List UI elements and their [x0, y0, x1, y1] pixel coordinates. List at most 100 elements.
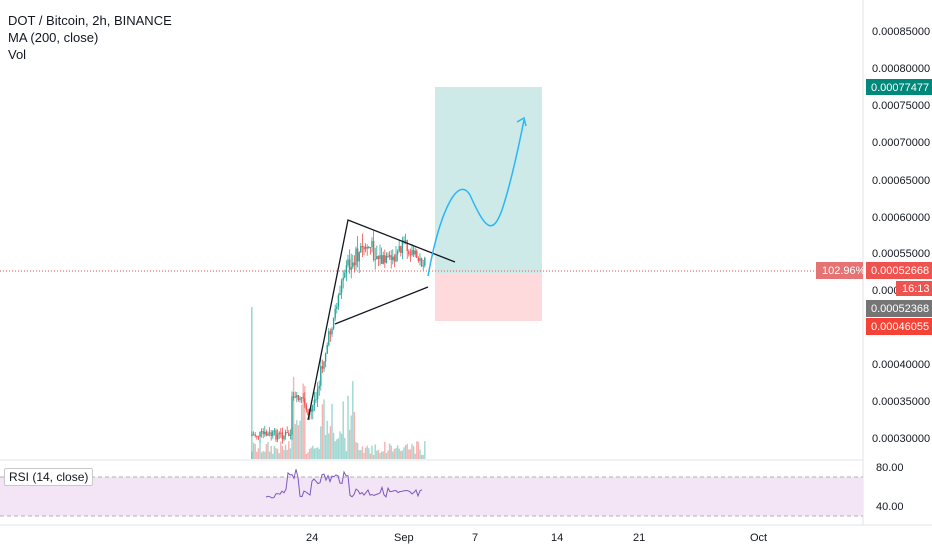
volume-bar	[276, 448, 279, 459]
volume-bar	[406, 443, 408, 459]
volume-bar	[412, 446, 415, 459]
candle-body	[288, 432, 290, 436]
candle-body	[252, 434, 255, 436]
volume-bar	[323, 399, 325, 459]
candle-body	[390, 255, 392, 260]
volume-bar	[310, 447, 312, 459]
candle-body	[294, 396, 296, 398]
volume-bar	[387, 450, 389, 459]
candle-body	[312, 405, 314, 412]
candle-body	[368, 246, 370, 249]
volume-bar	[318, 448, 320, 459]
rsi-legend[interactable]: RSI (14, close)	[4, 468, 94, 486]
candle-body	[339, 292, 341, 296]
volume-bar	[417, 441, 420, 459]
volume-bar	[358, 450, 360, 459]
volume-bar	[388, 443, 391, 459]
time-tick: 14	[551, 532, 563, 544]
price-tick: 0.00065000	[872, 175, 930, 187]
candle-body	[262, 431, 264, 435]
volume-bar	[368, 448, 370, 459]
volume-bar	[305, 453, 308, 459]
candle-body	[395, 254, 397, 262]
volume-bar	[392, 451, 394, 459]
volume-bar	[264, 451, 266, 459]
time-tick: Oct	[750, 532, 767, 544]
candle-body	[273, 430, 276, 432]
time-tick: 24	[306, 532, 318, 544]
price-tick: 0.00060000	[872, 212, 930, 224]
volume-bar	[372, 454, 375, 459]
triangle-lower-line[interactable]	[334, 286, 429, 325]
volume-bar	[256, 451, 258, 459]
candle-body	[280, 432, 282, 434]
symbol-title[interactable]: DOT / Bitcoin, 2h, BINANCE	[8, 13, 172, 28]
stop-zone[interactable]	[435, 273, 542, 321]
price-axis[interactable]: 0.00085000 0.00080000 0.00075000 0.00070…	[872, 26, 930, 513]
rsi-line	[265, 469, 423, 499]
volume-bar	[302, 383, 304, 459]
candle-body	[388, 255, 391, 257]
candle-body	[414, 250, 416, 255]
candle-body	[379, 255, 381, 260]
projection-path[interactable]	[427, 119, 525, 277]
volume-bar	[329, 426, 332, 459]
percent-text: 102.96%	[822, 265, 866, 277]
volume-bar	[344, 437, 346, 459]
volume-bar	[348, 429, 351, 459]
candle-body	[329, 331, 332, 335]
candle-body	[291, 396, 293, 435]
candle-body	[384, 255, 386, 263]
volume-bar	[393, 448, 396, 459]
volume-bar	[316, 447, 319, 459]
candle-body	[419, 258, 421, 262]
candle-body	[310, 408, 312, 412]
time-axis[interactable]: 24 Sep 7 14 21 Oct	[306, 532, 767, 544]
candle-body	[372, 240, 375, 260]
volume-bar	[260, 452, 263, 459]
candle-body	[360, 246, 362, 253]
volume-bar	[374, 444, 376, 459]
candle-body	[300, 397, 303, 399]
price-tick: 0.00085000	[872, 26, 930, 38]
candle-body	[297, 395, 300, 400]
candle-body	[348, 259, 351, 270]
candle-body	[406, 240, 408, 252]
candle-body	[292, 396, 295, 398]
triangle-upper-line[interactable]	[307, 219, 456, 421]
candle-body	[345, 265, 348, 274]
ma-legend[interactable]: MA (200, close)	[8, 30, 99, 45]
candle-body	[393, 256, 396, 262]
volume-bar	[283, 449, 285, 459]
volume-bar	[411, 443, 413, 459]
candle-body	[352, 262, 354, 268]
candle-body	[369, 246, 372, 248]
volume-bar	[369, 453, 372, 459]
volume-bar	[320, 426, 322, 459]
candle-body	[296, 395, 298, 398]
candle-body	[400, 246, 402, 253]
volume-bar	[299, 420, 301, 459]
candle-body	[371, 240, 373, 248]
vol-legend[interactable]: Vol	[8, 47, 27, 62]
volume-bar	[363, 452, 365, 459]
candle-body	[361, 246, 364, 248]
price-tick: 0.00055000	[872, 248, 930, 260]
volume-bar	[278, 453, 280, 459]
target-zone[interactable]	[435, 87, 542, 273]
volume-bar	[416, 441, 418, 459]
volume-bar	[364, 447, 367, 459]
volume-bar	[265, 444, 268, 459]
volume-bar	[366, 445, 368, 459]
candle-body	[336, 306, 338, 309]
volume-bar	[292, 376, 295, 459]
candle-body	[321, 366, 324, 369]
volume-bar	[334, 441, 336, 459]
candle-body	[283, 435, 285, 440]
volume-bar	[401, 450, 404, 459]
candle-body	[323, 361, 325, 369]
target-price-text: 0.00077477	[871, 82, 929, 94]
ma-value-badge	[866, 300, 932, 317]
volume-bar	[254, 444, 256, 459]
